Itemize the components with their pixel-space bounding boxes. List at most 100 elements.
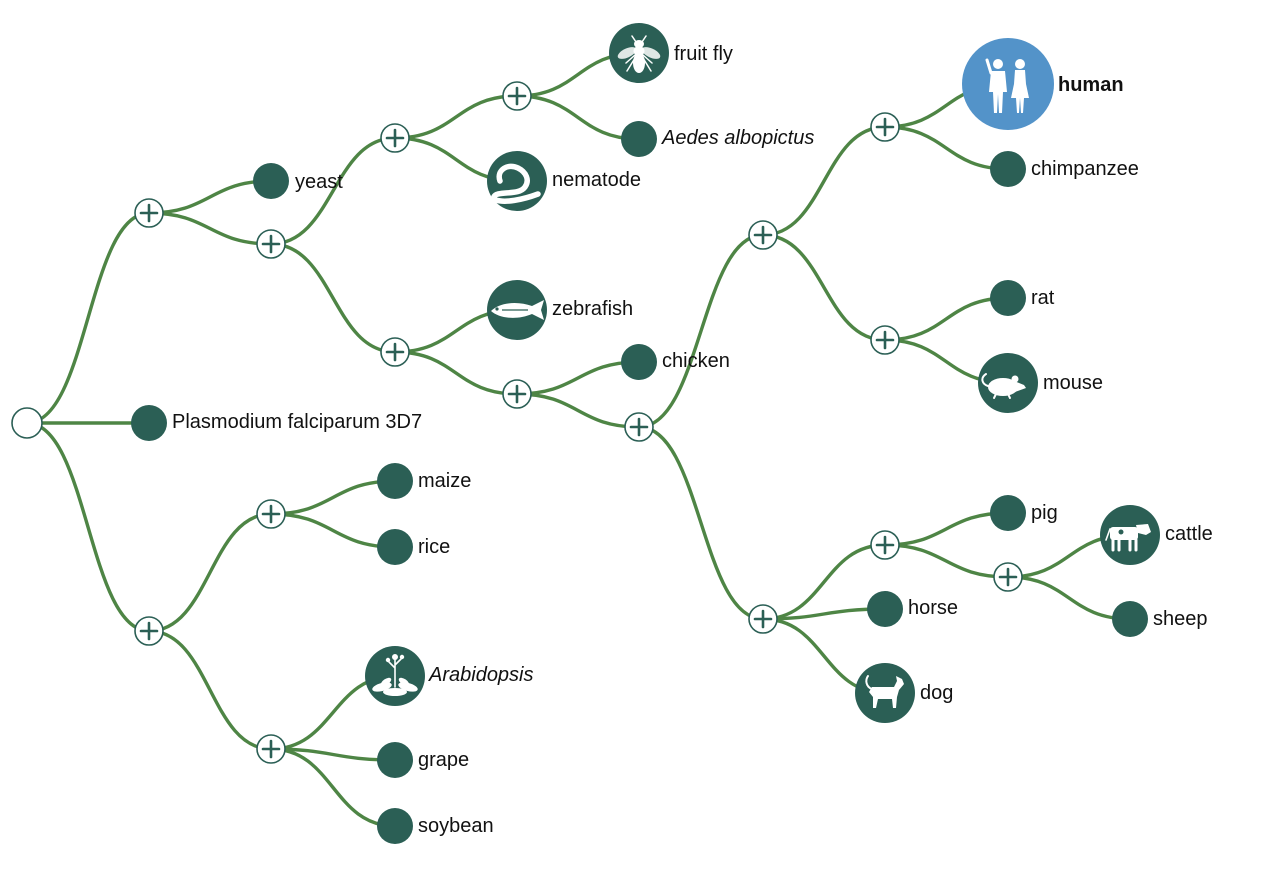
expand-clade-button[interactable]: [256, 229, 286, 259]
species-label: human: [1058, 74, 1124, 96]
edge: [147, 629, 273, 751]
species-node-fruit-fly[interactable]: fruit fly: [609, 23, 733, 83]
edge: [883, 543, 1010, 579]
edge: [761, 233, 887, 342]
mouse-icon: [981, 373, 1026, 399]
leaf-dot: [377, 742, 413, 778]
species-node-human[interactable]: human: [962, 38, 1124, 130]
leaf-dot: [990, 151, 1026, 187]
edge: [147, 512, 273, 633]
species-node-nematode[interactable]: nematode: [487, 151, 641, 211]
species-label: rat: [1031, 287, 1055, 309]
species-label: chimpanzee: [1031, 158, 1139, 180]
edge: [269, 747, 397, 828]
edge: [25, 421, 151, 633]
leaf-dot: [621, 121, 657, 157]
expand-clade-button[interactable]: [870, 325, 900, 355]
species-label: Arabidopsis: [428, 664, 534, 686]
worm-icon: [491, 163, 541, 204]
leaf-dot: [990, 280, 1026, 316]
species-node-cattle[interactable]: cattle: [1100, 505, 1213, 565]
species-label: pig: [1031, 502, 1058, 524]
edge: [147, 179, 273, 215]
root-node[interactable]: [11, 407, 43, 439]
expand-clade-button[interactable]: [380, 123, 410, 153]
species-label: maize: [418, 470, 471, 492]
edge: [883, 296, 1010, 342]
leaf-dot: [621, 344, 657, 380]
species-node-rat[interactable]: rat: [990, 280, 1055, 316]
leaf-dot-selected: [962, 38, 1054, 130]
edge: [761, 543, 887, 621]
edge: [515, 94, 641, 141]
expand-clade-button[interactable]: [134, 198, 164, 228]
species-node-yeast[interactable]: yeast: [253, 163, 343, 199]
expand-nodes: [134, 81, 1023, 764]
edge: [515, 360, 641, 396]
species-label: yeast: [295, 171, 343, 193]
edge: [761, 125, 887, 237]
expand-clade-button[interactable]: [748, 220, 778, 250]
plant-icon: [372, 654, 418, 696]
species-node-sheep[interactable]: sheep: [1112, 601, 1208, 637]
species-node-soybean[interactable]: soybean: [377, 808, 494, 844]
expand-clade-button[interactable]: [502, 81, 532, 111]
leaf-dot: [990, 495, 1026, 531]
species-label: zebrafish: [552, 298, 633, 320]
species-label: Aedes albopictus: [661, 127, 814, 149]
species-label: soybean: [418, 815, 494, 837]
fly-icon: [617, 35, 661, 73]
dog-icon: [865, 675, 904, 708]
species-node-arabidopsis[interactable]: Arabidopsis: [365, 646, 534, 706]
fish-icon: [491, 300, 544, 320]
species-label: rice: [418, 536, 450, 558]
species-label: dog: [920, 682, 953, 704]
species-node-plasmodium[interactable]: Plasmodium falciparum 3D7: [131, 405, 422, 441]
species-label: fruit fly: [674, 43, 733, 65]
leaf-dot: [377, 808, 413, 844]
expand-clade-button[interactable]: [748, 604, 778, 634]
edge: [515, 392, 641, 429]
leaf-dot: [377, 529, 413, 565]
leaf-nodes: yeast fruit fly Aedes albopictus: [131, 23, 1213, 844]
leaf-dot: [377, 463, 413, 499]
expand-clade-button[interactable]: [624, 412, 654, 442]
leaf-dot: [131, 405, 167, 441]
expand-clade-button[interactable]: [870, 530, 900, 560]
cow-icon: [1105, 524, 1151, 552]
species-node-rice[interactable]: rice: [377, 529, 450, 565]
expand-clade-button[interactable]: [502, 379, 532, 409]
expand-clade-button[interactable]: [134, 616, 164, 646]
expand-clade-button[interactable]: [993, 562, 1023, 592]
expand-clade-button[interactable]: [256, 734, 286, 764]
species-label: horse: [908, 597, 958, 619]
edge: [637, 233, 765, 429]
expand-clade-button[interactable]: [256, 499, 286, 529]
species-node-grape[interactable]: grape: [377, 742, 469, 778]
species-label: sheep: [1153, 608, 1208, 630]
species-node-chicken[interactable]: chicken: [621, 344, 730, 380]
species-label: grape: [418, 749, 469, 771]
species-node-chimpanzee[interactable]: chimpanzee: [990, 151, 1139, 187]
species-node-pig[interactable]: pig: [990, 495, 1058, 531]
species-label: chicken: [662, 350, 730, 372]
species-node-maize[interactable]: maize: [377, 463, 471, 499]
edge: [269, 747, 397, 762]
species-node-horse[interactable]: horse: [867, 591, 958, 627]
edge: [883, 125, 1010, 171]
species-node-zebrafish[interactable]: zebrafish: [487, 280, 633, 340]
expand-clade-button[interactable]: [380, 337, 410, 367]
edge: [761, 607, 887, 621]
species-node-mouse[interactable]: mouse: [978, 353, 1103, 413]
species-label: Plasmodium falciparum 3D7: [172, 411, 422, 433]
edge: [883, 511, 1010, 547]
edge: [393, 350, 519, 396]
edge: [637, 425, 765, 621]
species-node-aedes-albopictus[interactable]: Aedes albopictus: [621, 121, 814, 157]
edge: [269, 136, 397, 246]
species-label: cattle: [1165, 523, 1213, 545]
leaf-dot: [253, 163, 289, 199]
species-node-dog[interactable]: dog: [855, 663, 953, 723]
expand-clade-button[interactable]: [870, 112, 900, 142]
